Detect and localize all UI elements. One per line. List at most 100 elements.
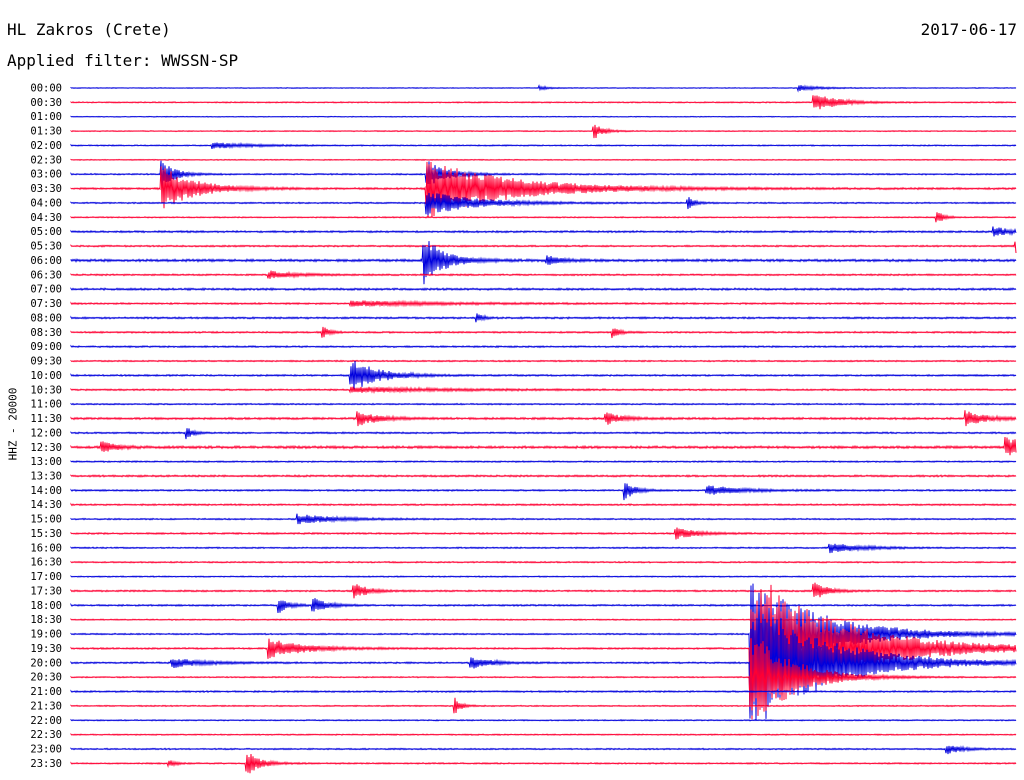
trace-1800 — [70, 598, 1017, 613]
trace-1430 — [70, 502, 1017, 507]
trace-0030 — [70, 95, 1017, 110]
tick-label-1300: 13:00 — [30, 456, 62, 468]
tick-label-1100: 11:00 — [30, 399, 62, 411]
trace-0300 — [70, 160, 1017, 189]
tick-label-1830: 18:30 — [30, 614, 62, 626]
tick-label-0000: 00:00 — [30, 83, 62, 95]
trace-1230 — [70, 436, 1017, 456]
tick-label-0300: 03:00 — [30, 169, 62, 181]
trace-0230 — [70, 158, 1017, 162]
tick-label-2330: 23:30 — [30, 758, 62, 770]
tick-label-1730: 17:30 — [30, 585, 62, 597]
tick-label-0030: 00:30 — [30, 97, 62, 109]
trace-1400 — [70, 483, 1017, 501]
trace-1730 — [70, 582, 1017, 599]
tick-label-1400: 14:00 — [30, 485, 62, 497]
trace-1500 — [70, 513, 1017, 525]
trace-1300 — [70, 460, 1017, 464]
trace-0500 — [70, 226, 1017, 237]
tick-label-1030: 10:30 — [30, 384, 62, 396]
tick-label-1600: 16:00 — [30, 542, 62, 554]
trace-2100 — [70, 689, 1017, 694]
tick-label-1630: 16:30 — [30, 557, 62, 569]
tick-label-0630: 06:30 — [30, 269, 62, 281]
tick-label-2130: 21:30 — [30, 700, 62, 712]
tick-label-0100: 01:00 — [30, 111, 62, 123]
trace-2230 — [70, 733, 1017, 737]
trace-2300 — [70, 745, 1017, 755]
tick-label-0730: 07:30 — [30, 298, 62, 310]
trace-2330 — [70, 753, 1017, 774]
tick-label-2230: 22:30 — [30, 729, 62, 741]
trace-0700 — [70, 287, 1017, 292]
trace-1530 — [70, 527, 1017, 540]
tick-label-1230: 12:30 — [30, 442, 62, 454]
tick-label-0800: 08:00 — [30, 312, 62, 324]
trace-2030 — [70, 638, 1017, 712]
traces-group — [70, 84, 1017, 774]
trace-0530 — [70, 241, 1017, 254]
trace-0800 — [70, 313, 1017, 323]
tick-label-0830: 08:30 — [30, 327, 62, 339]
tick-label-0200: 02:00 — [30, 140, 62, 152]
tick-label-1000: 10:00 — [30, 370, 62, 382]
tick-labels-group: 00:00 00:30 01:00 01:30 02:00 02:30 03:00 03:30… — [30, 83, 62, 770]
station-title: HL Zakros (Crete) — [7, 20, 171, 39]
tick-label-0930: 09:30 — [30, 356, 62, 368]
trace-0830 — [70, 326, 1017, 339]
tick-label-1330: 13:30 — [30, 470, 62, 482]
tick-label-0330: 03:30 — [30, 183, 62, 195]
tick-label-0700: 07:00 — [30, 284, 62, 296]
trace-2000 — [70, 605, 1017, 721]
filter-label: Applied filter: WWSSN-SP — [7, 51, 239, 70]
trace-0930 — [70, 359, 1017, 363]
tick-label-1700: 17:00 — [30, 571, 62, 583]
tick-label-1930: 19:30 — [30, 643, 62, 655]
trace-0730 — [70, 299, 1017, 308]
tick-label-0900: 09:00 — [30, 341, 62, 353]
date-label: 2017-06-17 — [920, 20, 1017, 39]
tick-label-0130: 01:30 — [30, 126, 62, 138]
tick-label-0400: 04:00 — [30, 197, 62, 209]
trace-1600 — [70, 543, 1017, 554]
tick-label-2030: 20:30 — [30, 672, 62, 684]
trace-0430 — [70, 212, 1017, 223]
tick-label-0500: 05:00 — [30, 226, 62, 238]
trace-0600 — [70, 241, 1017, 285]
trace-1700 — [70, 575, 1017, 578]
trace-1130 — [70, 410, 1017, 427]
tick-label-1200: 12:00 — [30, 427, 62, 439]
tick-label-0430: 04:30 — [30, 212, 62, 224]
trace-1330 — [70, 474, 1017, 478]
trace-1000 — [70, 360, 1017, 390]
trace-2200 — [70, 718, 1017, 722]
tick-label-1800: 18:00 — [30, 600, 62, 612]
trace-0200 — [70, 142, 1017, 150]
trace-2130 — [70, 697, 1017, 714]
tick-label-0600: 06:00 — [30, 255, 62, 267]
trace-1830 — [70, 618, 1017, 622]
trace-0100 — [70, 115, 1017, 118]
tick-label-2200: 22:00 — [30, 715, 62, 727]
tick-label-0530: 05:30 — [30, 241, 62, 253]
trace-1030 — [70, 385, 1017, 394]
trace-0400 — [70, 192, 1017, 216]
trace-0330 — [70, 161, 1017, 219]
trace-0900 — [70, 344, 1017, 349]
trace-0630 — [70, 270, 1017, 279]
trace-1930 — [70, 584, 1017, 720]
tick-label-0230: 02:30 — [30, 154, 62, 166]
tick-label-1500: 15:00 — [30, 514, 62, 526]
tick-label-1900: 19:00 — [30, 629, 62, 641]
trace-1100 — [70, 402, 1017, 406]
trace-1630 — [70, 560, 1017, 564]
tick-label-1530: 15:30 — [30, 528, 62, 540]
tick-label-2300: 23:00 — [30, 744, 62, 756]
tick-label-1130: 11:30 — [30, 413, 62, 425]
trace-0000 — [70, 84, 1017, 93]
trace-0130 — [70, 124, 1017, 139]
tick-label-1430: 14:30 — [30, 499, 62, 511]
trace-1200 — [70, 428, 1017, 440]
tick-label-2000: 20:00 — [30, 657, 62, 669]
